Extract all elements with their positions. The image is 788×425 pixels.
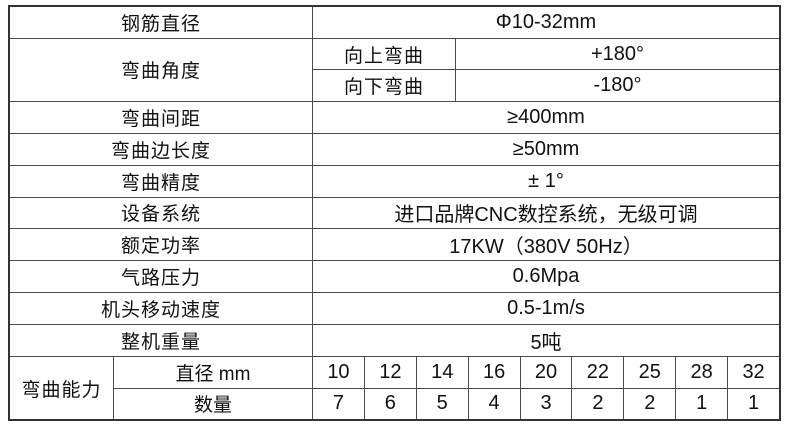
bending-spacing-value: ≥400mm [312, 101, 779, 133]
rated-power-value: 17KW（380V 50Hz） [312, 229, 779, 261]
bending-capacity-label: 弯曲能力 [21, 379, 102, 401]
capacity-diameter-row-label: 直径 mm [113, 357, 312, 388]
capacity-quantity-row-label: 数量 [113, 388, 312, 419]
row-rated-power: 额定功率 17KW（380V 50Hz） [10, 228, 779, 261]
equipment-system-value: 进口品牌CNC数控系统，无级可调 [312, 197, 779, 229]
row-capacity-quantities: 数量 7 6 5 4 3 2 2 1 1 [113, 387, 779, 419]
row-bending-spacing: 弯曲间距 ≥400mm [10, 100, 779, 133]
capacity-quantity-cell: 2 [623, 388, 675, 419]
air-pressure-label: 气路压力 [120, 268, 201, 290]
capacity-diameter-cell: 28 [675, 357, 727, 388]
row-capacity-diameters: 直径 mm 10 12 14 16 20 22 25 28 32 [113, 357, 779, 388]
capacity-diameter-cell: 22 [571, 357, 623, 388]
capacity-quantity-cell: 2 [571, 388, 623, 419]
capacity-diameter-cell: 16 [467, 357, 520, 388]
row-head-moving-speed: 机头移动速度 0.5-1m/s [10, 292, 779, 325]
capacity-diameter-cell: 12 [363, 357, 416, 388]
capacity-quantity-cell: 3 [519, 388, 572, 419]
bend-down-label: 向下弯曲 [312, 70, 455, 101]
row-equipment-system: 设备系统 进口品牌CNC数控系统，无级可调 [10, 196, 779, 229]
rebar-diameter-value: Φ10-32mm [312, 7, 779, 38]
row-rebar-diameter: 钢筋直径 Φ10-32mm [10, 7, 779, 38]
bending-precision-value: ± 1° [312, 165, 779, 197]
capacity-quantity-cell: 4 [467, 388, 520, 419]
row-total-weight: 整机重量 5吨 [10, 324, 779, 357]
row-bend-down: 向下弯曲 -180° [312, 69, 779, 101]
capacity-quantity-cell: 7 [312, 388, 364, 419]
capacity-diameter-cell: 32 [727, 357, 779, 388]
capacity-quantity-cell: 5 [415, 388, 468, 419]
row-group-bending-angle: 弯曲角度 向上弯曲 +180° 向下弯曲 -180° [10, 37, 779, 101]
bending-capacity-subrows: 直径 mm 10 12 14 16 20 22 25 28 32 数量 7 6 … [113, 357, 779, 419]
total-weight-value: 5吨 [312, 325, 779, 357]
capacity-diameter-cell: 10 [312, 357, 364, 388]
row-bending-side-length: 弯曲边长度 ≥50mm [10, 132, 779, 165]
rebar-diameter-label: 钢筋直径 [120, 13, 201, 35]
head-moving-speed-value: 0.5-1m/s [312, 293, 779, 325]
bending-angle-subrows: 向上弯曲 +180° 向下弯曲 -180° [312, 38, 779, 101]
capacity-quantity-cell: 6 [363, 388, 416, 419]
bend-up-label: 向上弯曲 [312, 38, 455, 70]
equipment-system-label: 设备系统 [120, 204, 201, 226]
head-moving-speed-label: 机头移动速度 [100, 300, 221, 322]
row-bend-up: 向上弯曲 +180° [312, 38, 779, 70]
capacity-quantity-cell: 1 [727, 388, 779, 419]
capacity-diameter-cell: 25 [623, 357, 675, 388]
capacity-diameter-cell: 14 [415, 357, 468, 388]
bending-angle-label: 弯曲角度 [120, 61, 201, 83]
bending-precision-label: 弯曲精度 [120, 172, 201, 194]
machine-spec-table: 钢筋直径 Φ10-32mm 弯曲角度 向上弯曲 +180° 向下弯曲 -180°… [8, 5, 781, 421]
row-bending-precision: 弯曲精度 ± 1° [10, 164, 779, 197]
row-air-pressure: 气路压力 0.6Mpa [10, 260, 779, 293]
rated-power-label: 额定功率 [120, 236, 201, 258]
bend-up-value: +180° [455, 38, 779, 70]
capacity-diameter-cell: 20 [519, 357, 572, 388]
capacity-quantity-cell: 1 [675, 388, 727, 419]
row-group-bending-capacity: 弯曲能力 直径 mm 10 12 14 16 20 22 25 28 32 数量… [10, 356, 779, 419]
bending-side-length-label: 弯曲边长度 [110, 140, 211, 162]
bending-spacing-label: 弯曲间距 [120, 108, 201, 130]
bending-side-length-value: ≥50mm [312, 133, 779, 165]
total-weight-label: 整机重量 [120, 332, 201, 354]
bend-down-value: -180° [455, 70, 779, 101]
air-pressure-value: 0.6Mpa [312, 261, 779, 293]
